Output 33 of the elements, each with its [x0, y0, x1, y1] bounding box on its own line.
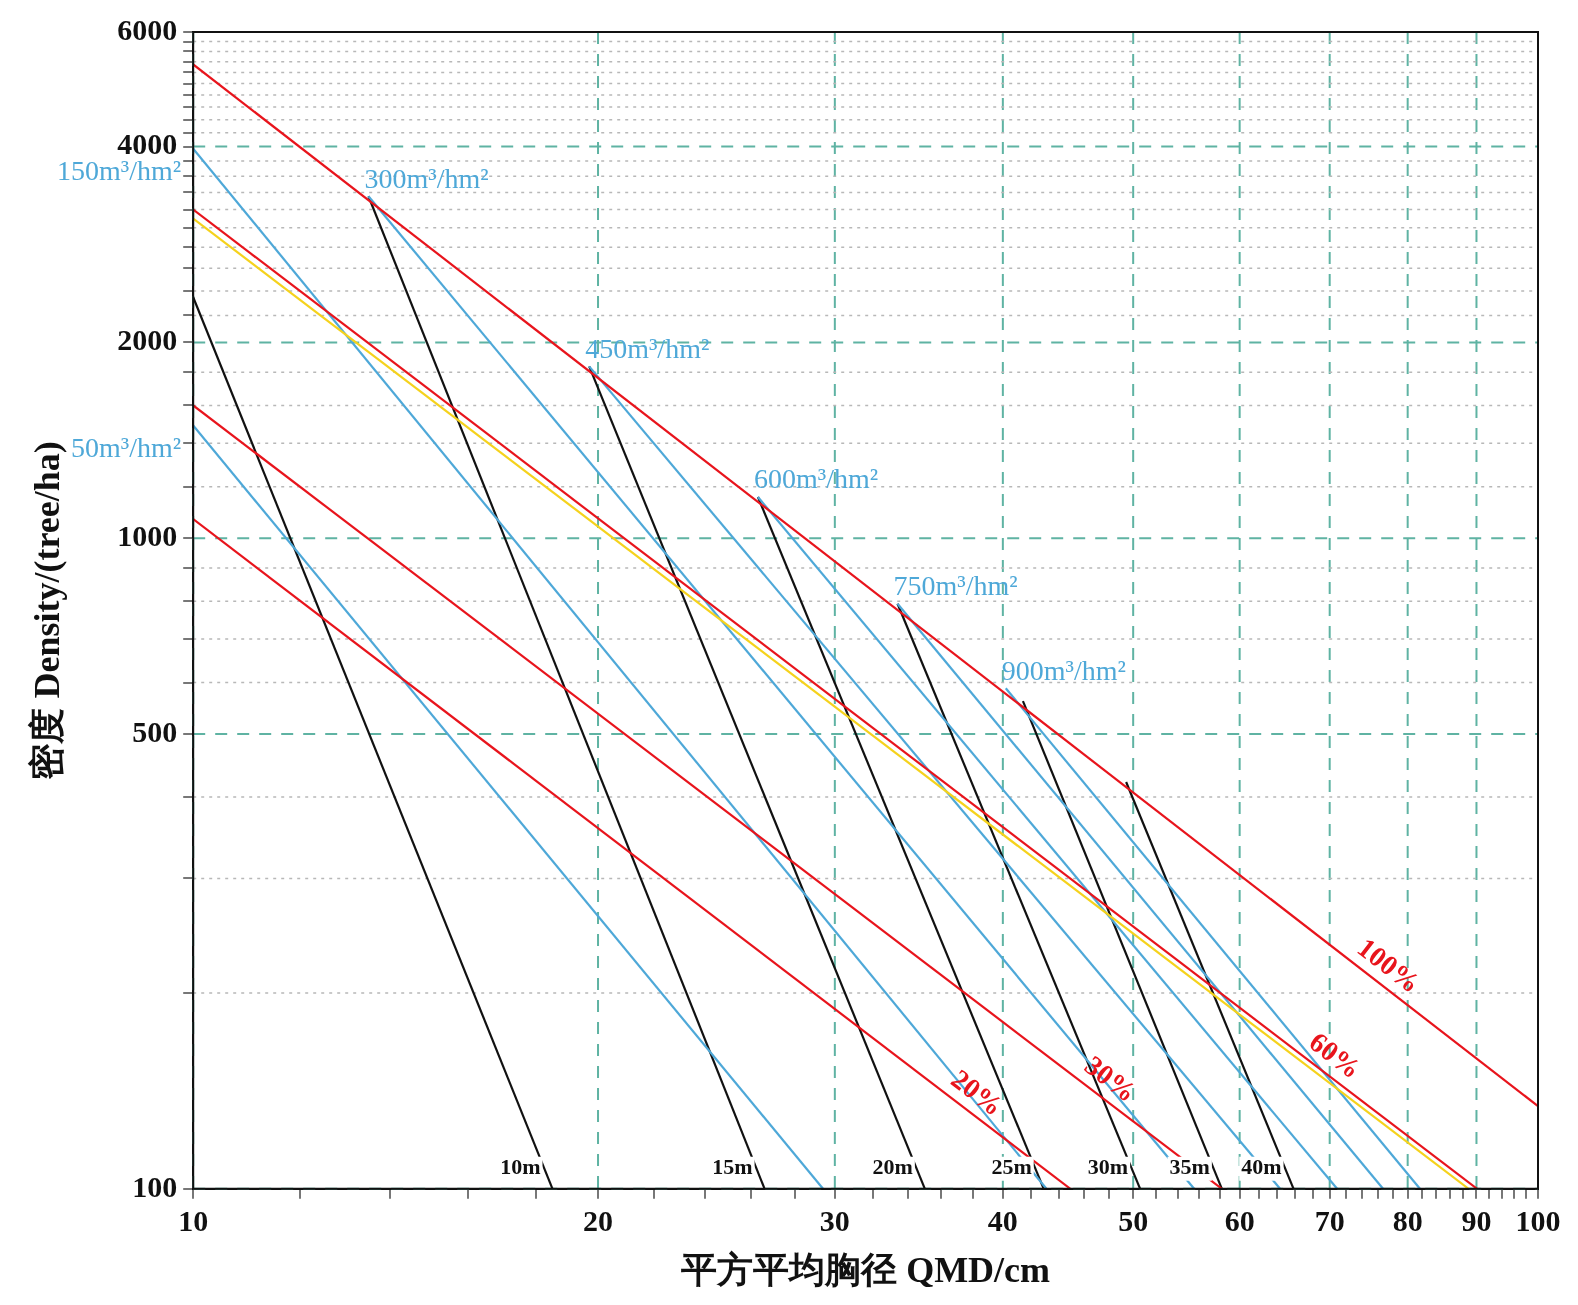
x-tick-label: 90	[1461, 1203, 1492, 1237]
series-label: 15m	[712, 1154, 753, 1180]
series-label: 30m	[1087, 1154, 1129, 1180]
series-label: 50m³/hm²	[71, 431, 182, 463]
x-tick-label: 80	[1392, 1203, 1423, 1237]
x-tick-label: 70	[1314, 1203, 1345, 1237]
y-tick-label: 2000	[117, 323, 178, 357]
series-label: 900m³/hm²	[1001, 654, 1126, 686]
series-label: 450m³/hm²	[585, 332, 710, 364]
series-label: 300m³/hm²	[364, 162, 489, 194]
x-tick-label: 10	[178, 1203, 209, 1237]
x-tick-label: 30	[819, 1203, 850, 1237]
series-label: 25m	[991, 1154, 1032, 1180]
y-axis-title: 密度 Density/(tree/ha)	[26, 441, 67, 780]
x-tick-label: 60	[1224, 1203, 1255, 1237]
series-label: 600m³/hm²	[753, 463, 879, 495]
text: 20%	[945, 1063, 1010, 1122]
text: 60%	[1303, 1025, 1367, 1085]
series-label: 10m	[500, 1154, 541, 1180]
x-tick-label: 50	[1118, 1203, 1149, 1237]
x-tick-label: 20	[583, 1203, 614, 1237]
text: 30%	[1079, 1049, 1143, 1108]
x-tick-label: 100	[1515, 1203, 1561, 1237]
series-label: 750m³/hm²	[893, 570, 1018, 602]
y-tick-label: 1000	[117, 518, 178, 552]
y-tick-label: 500	[132, 714, 178, 748]
y-tick-label: 6000	[117, 12, 178, 46]
series-label: 35m	[1169, 1154, 1210, 1180]
x-axis-title: 平方平均胸径 QMD/cm	[681, 1249, 1051, 1290]
series-label: 20m	[872, 1154, 913, 1180]
y-tick-label: 100	[132, 1169, 178, 1203]
series-label: 40m	[1241, 1154, 1282, 1180]
x-tick-label: 40	[987, 1203, 1018, 1237]
